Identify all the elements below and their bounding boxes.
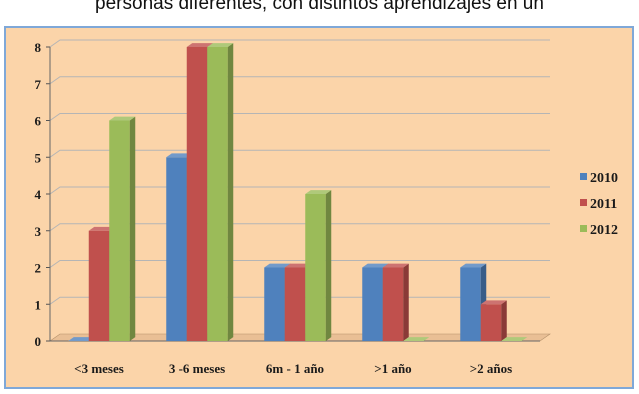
bar-side-2012 bbox=[325, 190, 332, 341]
bar-2011 bbox=[88, 230, 110, 341]
bar-top-2011 bbox=[382, 263, 409, 268]
bar-side-2011 bbox=[501, 300, 507, 341]
y-tick-label: 4 bbox=[35, 187, 42, 202]
bar-top-2010 bbox=[460, 263, 487, 268]
bar-2010 bbox=[362, 267, 383, 341]
bar-top-2011 bbox=[88, 226, 115, 231]
gridline bbox=[49, 39, 550, 48]
bar-2010 bbox=[264, 267, 285, 341]
x-tick-label: <3 meses bbox=[74, 361, 124, 376]
x-tick-label: >1 año bbox=[374, 361, 411, 376]
legend-swatch-2010 bbox=[580, 173, 587, 180]
gridline bbox=[49, 113, 550, 121]
y-tick-label: 8 bbox=[35, 40, 42, 55]
bar-top-2012 bbox=[305, 190, 332, 194]
bar-2011 bbox=[480, 304, 502, 341]
bar-top-2011 bbox=[284, 263, 311, 268]
y-tick-label: 5 bbox=[35, 150, 42, 165]
bar-2012 bbox=[109, 120, 130, 341]
bar-top-2012 bbox=[109, 116, 136, 121]
gridline bbox=[49, 149, 550, 158]
gridline bbox=[49, 186, 550, 195]
y-tick-label: 3 bbox=[35, 224, 42, 239]
legend-label-2011: 2011 bbox=[590, 197, 617, 212]
x-tick-label: 3 -6 meses bbox=[169, 361, 225, 376]
x-tick-label: >2 años bbox=[470, 361, 512, 376]
bar-2012 bbox=[305, 194, 326, 341]
y-tick-label: 6 bbox=[35, 114, 42, 129]
bar-top-2011 bbox=[186, 43, 213, 47]
bar-top-2010 bbox=[68, 337, 95, 341]
legend-label-2010: 2010 bbox=[590, 171, 618, 186]
caption-text: personas diferentes, con distintos apren… bbox=[95, 0, 544, 14]
legend-swatch-2012 bbox=[580, 225, 587, 232]
gridline bbox=[49, 260, 550, 268]
bar-top-2012 bbox=[207, 43, 234, 47]
bar-2011 bbox=[186, 47, 208, 341]
bar-2010 bbox=[166, 157, 187, 341]
bar-top-2010 bbox=[362, 263, 389, 268]
bar-side-2012 bbox=[129, 116, 136, 342]
bar-top-2010 bbox=[264, 263, 291, 268]
y-tick-label: 1 bbox=[35, 297, 42, 312]
bar-2011 bbox=[284, 267, 306, 341]
legend-swatch-2011 bbox=[580, 199, 587, 206]
bar-side-2012 bbox=[227, 43, 234, 342]
gridline bbox=[49, 223, 550, 232]
bar-top-2011 bbox=[480, 300, 507, 305]
gridline bbox=[49, 76, 550, 85]
bar-2012 bbox=[207, 47, 228, 341]
y-tick-label: 0 bbox=[35, 334, 42, 349]
bar-top-2010 bbox=[166, 153, 193, 158]
x-tick-label: 6m - 1 año bbox=[266, 361, 324, 376]
legend-label-2012: 2012 bbox=[590, 223, 618, 238]
bar-2011 bbox=[382, 267, 404, 341]
y-tick-label: 7 bbox=[35, 77, 42, 92]
bar-2010 bbox=[460, 267, 481, 341]
bar-top-2012 bbox=[403, 337, 430, 341]
bar-top-2012 bbox=[501, 337, 528, 341]
bar-side-2011 bbox=[403, 263, 409, 341]
y-tick-label: 2 bbox=[35, 261, 42, 276]
